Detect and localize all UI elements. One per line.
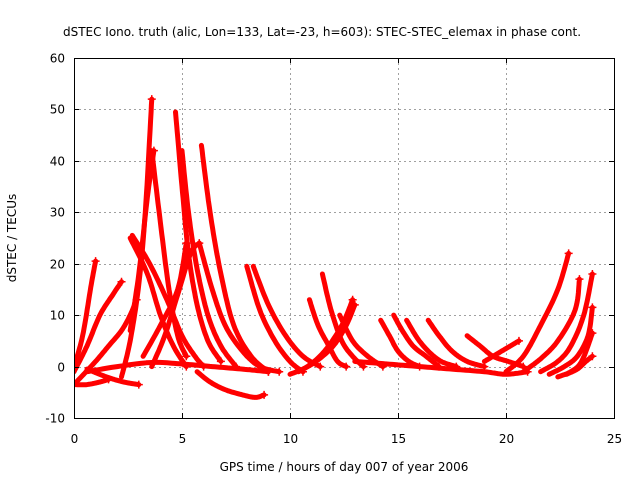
- series-end-marker: [316, 362, 325, 371]
- x-tick-label: 0: [71, 432, 79, 446]
- plot-frame: [74, 58, 615, 419]
- series-arc-19: [194, 369, 267, 400]
- series-end-marker: [588, 352, 597, 361]
- series-arc-11: [140, 240, 189, 359]
- y-tick-label: 60: [50, 52, 65, 66]
- y-tick-label: 50: [50, 103, 65, 117]
- x-tick-label: 10: [283, 432, 298, 446]
- series-end-marker: [564, 249, 573, 258]
- y-tick-label: 0: [57, 361, 65, 375]
- series-end-marker: [588, 303, 597, 312]
- series-arc-29: [425, 317, 487, 370]
- series-arc-31: [352, 358, 531, 377]
- series-arc-12: [173, 109, 224, 364]
- y-tick-label: -10: [45, 412, 65, 426]
- y-tick-label: 30: [50, 206, 65, 220]
- series-end-marker: [147, 95, 156, 104]
- series-arc-33: [503, 250, 572, 375]
- x-tick-label: 25: [607, 432, 622, 446]
- series-arc-27: [391, 312, 442, 370]
- series-arc-38: [564, 353, 595, 377]
- series-arc-10: [127, 235, 189, 370]
- series-end-marker: [588, 270, 597, 278]
- series-arc-35: [538, 271, 595, 375]
- series-end-marker: [91, 257, 100, 266]
- series-arc-05: [84, 366, 142, 388]
- y-tick-label: 40: [50, 155, 65, 169]
- x-tick-label: 20: [499, 432, 514, 446]
- series-arc-24: [296, 302, 358, 375]
- x-axis-label: GPS time / hours of day 007 of year 2006: [220, 460, 469, 474]
- series-arc-16: [196, 240, 282, 375]
- y-axis-label: dSTEC / TECUs: [5, 194, 19, 283]
- series-layer: [74, 95, 597, 400]
- series-arc-09: [129, 232, 207, 370]
- series-arc-03: [74, 376, 112, 388]
- x-tick-label: 15: [391, 432, 406, 446]
- series-arc-14: [149, 240, 202, 370]
- series-end-marker: [588, 329, 597, 338]
- series-end-marker: [260, 390, 269, 399]
- series-arc-34: [520, 276, 582, 375]
- series-end-marker: [134, 380, 143, 389]
- y-tick-label: 20: [50, 258, 65, 272]
- series-arc-32: [481, 338, 522, 364]
- tick-layer: 0 5 10 15 20 25 -10 0 10 20 30 40 50 60: [45, 52, 622, 447]
- series-end-marker: [575, 275, 584, 284]
- series-end-marker: [348, 295, 357, 304]
- series-arc-20: [84, 359, 271, 375]
- y-tick-label: 10: [50, 309, 65, 323]
- series-arc-01: [74, 258, 99, 370]
- series-arc-07: [127, 148, 157, 334]
- series-arc-08: [149, 148, 189, 359]
- chart-title: dSTEC Iono. truth (alic, Lon=133, Lat=-2…: [63, 25, 581, 39]
- series-end-marker: [182, 352, 191, 361]
- series-end-marker: [117, 277, 126, 286]
- x-tick-label: 5: [179, 432, 187, 446]
- series-arc-18: [250, 263, 323, 370]
- series-arc-17: [244, 263, 306, 375]
- series-end-marker: [216, 357, 225, 366]
- series-end-marker: [342, 362, 351, 371]
- series-end-marker: [350, 300, 359, 309]
- series-arc-28: [404, 317, 459, 370]
- series-end-marker: [514, 336, 523, 345]
- series-end-marker: [275, 367, 284, 376]
- series-arc-13: [179, 148, 239, 370]
- series-arc-02: [74, 279, 124, 375]
- series-arc-36: [546, 304, 595, 377]
- series-end-marker: [264, 367, 273, 376]
